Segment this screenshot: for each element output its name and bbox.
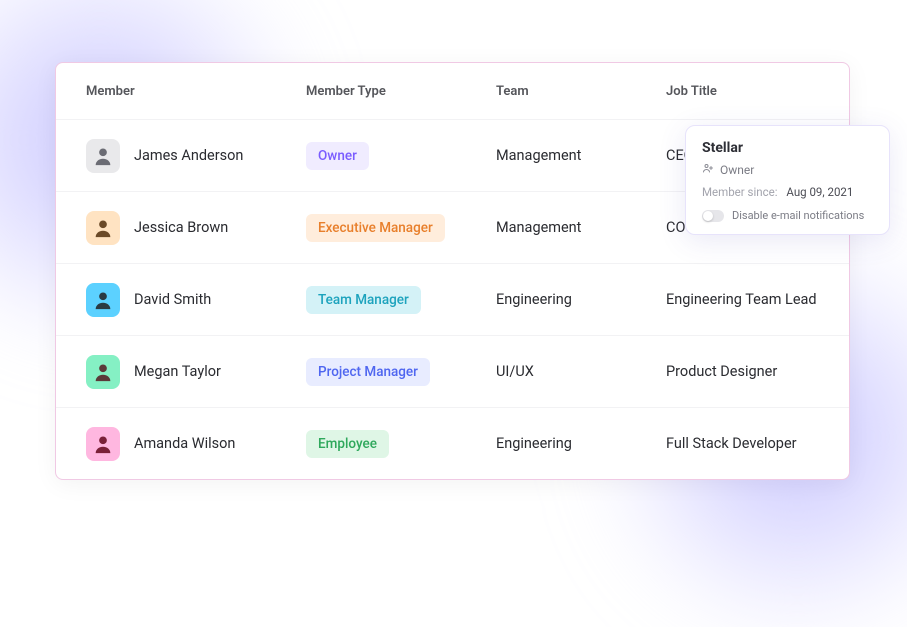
avatar [86, 355, 120, 389]
team-cell: Management [496, 219, 666, 236]
avatar [86, 139, 120, 173]
notifications-toggle[interactable] [702, 210, 724, 222]
popover-role-text: Owner [720, 163, 754, 177]
table-row[interactable]: David Smith Team Manager EngineeringEngine… [56, 263, 849, 335]
avatar [86, 211, 120, 245]
member-type-badge: Employee [306, 430, 389, 458]
popover-title: Stellar [702, 140, 873, 156]
popover-notifications-row: Disable e-mail notifications [702, 209, 873, 222]
team-cell: UI/UX [496, 363, 666, 380]
popover-member-since: Member since: Aug 09, 2021 [702, 185, 873, 199]
team-cell: Engineering [496, 291, 666, 308]
job-title-cell: Full Stack Developer [666, 435, 819, 452]
table-header-row: Member Member Type Team Job Title [56, 63, 849, 119]
team-cell: Engineering [496, 435, 666, 452]
job-title-cell: Product Designer [666, 363, 819, 380]
member-type-badge: Project Manager [306, 358, 430, 386]
member-type-cell: Team Manager [306, 286, 496, 314]
member-type-badge: Executive Manager [306, 214, 445, 242]
table-row[interactable]: Megan Taylor Project Manager UI/UXProduct … [56, 335, 849, 407]
member-type-badge: Owner [306, 142, 369, 170]
member-cell: Jessica Brown [86, 211, 306, 245]
job-title-cell: Engineering Team Lead [666, 291, 819, 308]
member-cell: James Anderson [86, 139, 306, 173]
member-name: David Smith [134, 291, 211, 308]
team-cell: Management [496, 147, 666, 164]
member-cell: Megan Taylor [86, 355, 306, 389]
member-type-cell: Owner [306, 142, 496, 170]
avatar [86, 427, 120, 461]
member-type-badge: Team Manager [306, 286, 421, 314]
col-header-member-type: Member Type [306, 84, 496, 99]
member-detail-popover: Stellar Owner Member since: Aug 09, 2021… [685, 125, 890, 235]
popover-since-date: Aug 09, 2021 [786, 185, 853, 199]
popover-since-label: Member since: [702, 185, 778, 199]
member-type-cell: Project Manager [306, 358, 496, 386]
person-icon [702, 162, 714, 177]
popover-role: Owner [702, 162, 873, 177]
member-cell: Amanda Wilson [86, 427, 306, 461]
member-name: Megan Taylor [134, 363, 221, 380]
notifications-toggle-label: Disable e-mail notifications [732, 209, 864, 222]
table-row[interactable]: Amanda Wilson Employee EngineeringFull Sta… [56, 407, 849, 479]
member-name: James Anderson [134, 147, 243, 164]
col-header-job-title: Job Title [666, 84, 819, 99]
member-name: Jessica Brown [134, 219, 228, 236]
avatar [86, 283, 120, 317]
col-header-team: Team [496, 84, 666, 99]
member-type-cell: Employee [306, 430, 496, 458]
col-header-member: Member [86, 84, 306, 99]
member-name: Amanda Wilson [134, 435, 235, 452]
member-type-cell: Executive Manager [306, 214, 496, 242]
member-cell: David Smith [86, 283, 306, 317]
